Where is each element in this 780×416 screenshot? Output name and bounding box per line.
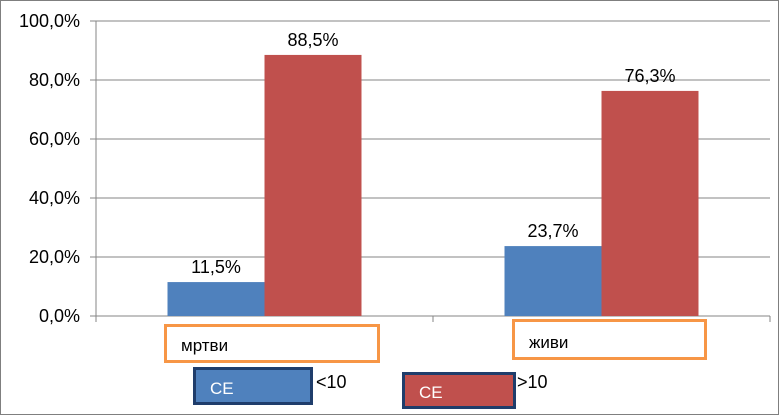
- category-label-zhivi: живи: [512, 319, 707, 360]
- legend-text-series-1: <10: [316, 372, 347, 392]
- legend-text-series-2: >10: [517, 372, 548, 392]
- bar-1-1: [167, 282, 265, 316]
- data-label-1-2: 23,7%: [527, 221, 578, 241]
- data-label-2-2: 76,3%: [624, 66, 675, 86]
- y-tick-label: 40,0%: [29, 188, 80, 208]
- y-tick-label: 0,0%: [39, 306, 80, 326]
- y-tick-label: 20,0%: [29, 247, 80, 267]
- y-tick-label: 60,0%: [29, 129, 80, 149]
- y-tick-label: 100,0%: [19, 11, 80, 31]
- legend-swatch-series-1: CE: [193, 367, 313, 405]
- bar-2-1: [264, 54, 362, 317]
- bar-1-2: [504, 246, 602, 316]
- data-label-1-1: 11,5%: [191, 257, 241, 277]
- bar-2-2: [601, 90, 699, 316]
- data-label-2-1: 88,5%: [287, 30, 338, 50]
- y-tick-label: 80,0%: [29, 70, 80, 90]
- category-label-mrtvi: мртви: [164, 324, 380, 363]
- legend-swatch-series-2: CE: [402, 372, 516, 409]
